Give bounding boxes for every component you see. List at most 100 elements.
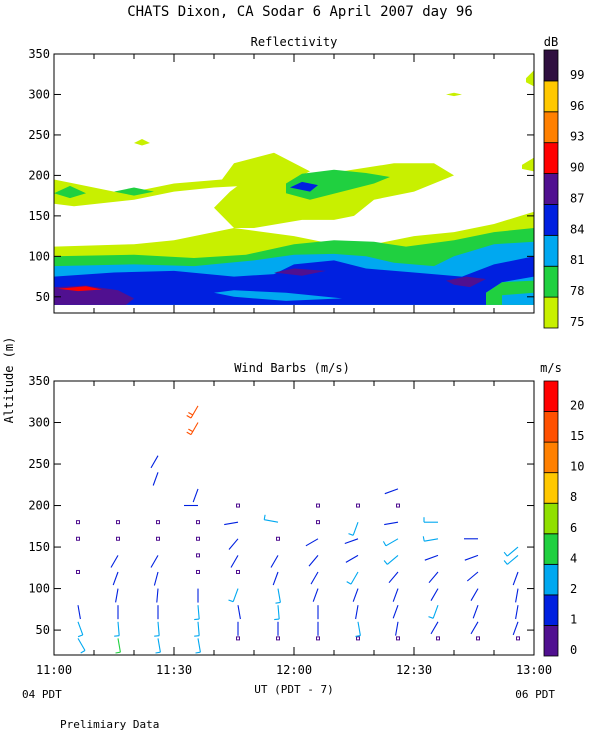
reflectivity-region-84	[290, 181, 318, 192]
calm-marker	[356, 636, 360, 641]
reflectivity-region-84	[54, 256, 534, 305]
calm-marker	[236, 569, 240, 574]
reflectivity-region-75	[526, 70, 534, 87]
calm-marker	[116, 520, 120, 525]
wind-barb-flag	[115, 651, 121, 654]
colorbar-swatch	[543, 80, 559, 113]
calm-marker	[76, 520, 80, 525]
wind-barb-flag	[228, 599, 234, 603]
colorbar-swatch	[543, 594, 559, 626]
colorbar-label: 15	[570, 429, 584, 443]
wind-barb-flag	[383, 560, 388, 565]
wind-barb	[77, 638, 86, 651]
calm-marker	[196, 536, 200, 541]
wind-barb	[385, 538, 399, 547]
colorbar-swatch	[543, 142, 559, 174]
wind-barb	[310, 571, 319, 585]
wind-ytick-label: 250	[28, 457, 50, 471]
wind-barb	[424, 538, 439, 542]
wind-barb	[270, 555, 279, 568]
wind-barb	[357, 621, 361, 636]
colorbar-label: 4	[570, 551, 577, 565]
wind-ytick-label: 350	[28, 374, 50, 388]
y-axis-label: Altitude (m)	[2, 337, 16, 424]
x-axis-label: UT (PDT - 7)	[254, 683, 333, 696]
wind-barb	[228, 538, 239, 550]
wind-barb	[157, 621, 160, 636]
wind-barb	[512, 621, 519, 636]
wind-barb-flag	[80, 650, 86, 654]
reflectivity-region-78	[286, 169, 390, 200]
wind-barb-flag	[195, 651, 201, 654]
calm-marker	[236, 636, 240, 641]
wind-barb-flag	[355, 635, 361, 637]
wind-barb-flag	[422, 536, 425, 542]
reflectivity-region-75	[522, 157, 534, 172]
reflectivity-region-81	[214, 290, 342, 301]
wind-barb	[352, 588, 359, 602]
wind-ytick-label: 150	[28, 540, 50, 554]
windbarb-axes: 50 100 150 200 250 300 350 11:00 11:30 12:00 12:30…	[28, 374, 552, 677]
colorbar-label: 20	[570, 399, 584, 413]
wind-barb	[157, 638, 161, 653]
wind-barb	[428, 571, 439, 584]
wind-barb	[153, 571, 159, 586]
wind-barb	[515, 605, 519, 620]
wind-barb	[350, 571, 359, 585]
wind-barb	[192, 488, 199, 503]
wind-barb	[432, 605, 439, 619]
colorbar-label: 90	[570, 161, 584, 175]
wind-barb-flag	[428, 616, 434, 619]
wind-barb	[506, 546, 519, 557]
time-tick-label: 11:30	[156, 663, 192, 677]
calm-marker	[116, 536, 120, 541]
wind-barb	[392, 588, 399, 602]
left-note: 04 PDT	[22, 688, 62, 701]
wind-barb-flag	[503, 551, 508, 557]
wind-barb	[466, 571, 479, 582]
wind-barb	[388, 571, 399, 584]
colorbar-label: 81	[570, 253, 584, 267]
reflectivity-region-78	[54, 185, 86, 199]
colorbar-swatch	[543, 563, 559, 596]
colorbar-label: 2	[570, 582, 577, 596]
reflectivity-region-75	[134, 139, 150, 146]
wind-barb	[77, 621, 84, 636]
calm-marker	[396, 503, 400, 508]
wind-barb-flag	[263, 514, 266, 520]
wind-barb	[464, 554, 479, 561]
wind-barb	[472, 605, 479, 619]
time-tick-label: 12:00	[276, 663, 312, 677]
refl-ytick-label: 200	[28, 168, 50, 182]
wind-barb	[424, 554, 439, 561]
wind-barb	[305, 538, 319, 547]
wind-barb	[470, 621, 479, 635]
wind-barb	[77, 605, 81, 620]
wind-barb	[277, 588, 281, 603]
windbarb-colorbar-unit: m/s	[540, 361, 562, 375]
figure-title: CHATS Dixon, CA Sodar 6 April 2007 day 9…	[127, 4, 473, 20]
reflectivity-region-78	[114, 187, 154, 196]
wind-barb	[308, 555, 319, 567]
wind-barb	[232, 588, 239, 602]
wind-barb-flag	[114, 635, 120, 637]
time-tick-label: 13:00	[516, 663, 552, 677]
colorbar-label: 96	[570, 99, 584, 113]
calm-marker	[76, 536, 80, 541]
wind-barb-flag	[188, 412, 194, 416]
colorbar-label: 99	[570, 68, 584, 82]
wind-barb	[197, 621, 200, 636]
wind-ytick-label: 300	[28, 416, 50, 430]
calm-marker	[396, 636, 400, 641]
wind-barb	[190, 405, 199, 419]
colorbar-swatch	[543, 625, 559, 657]
calm-marker	[316, 503, 320, 508]
wind-ytick-label: 50	[36, 623, 50, 637]
wind-barb	[152, 472, 159, 486]
calm-marker	[316, 520, 320, 525]
wind-barb-flag	[503, 560, 508, 565]
wind-barb-flag	[274, 618, 280, 621]
reflectivity-region-87	[274, 268, 326, 276]
reflectivity-region-75	[214, 163, 454, 228]
